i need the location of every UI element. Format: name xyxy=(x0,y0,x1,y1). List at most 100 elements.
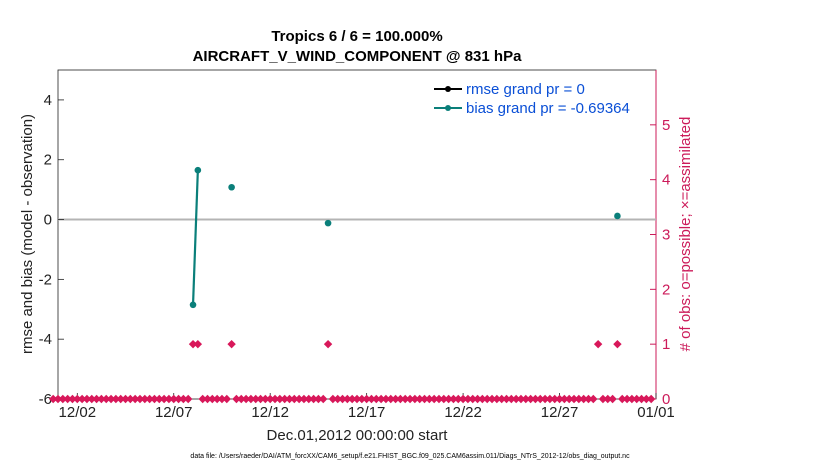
obs-count-point xyxy=(174,394,183,404)
obs-count-point xyxy=(516,394,526,404)
obs-count-point xyxy=(574,394,584,404)
obs-count-point xyxy=(483,394,492,404)
legend-bias-text: bias grand pr = -0.69364 xyxy=(466,100,630,117)
obs-count-point xyxy=(458,394,468,404)
y-axis-label: rmse and bias (model - observation) xyxy=(19,114,36,354)
obs-count-point xyxy=(343,394,352,404)
obs-count-point xyxy=(372,394,381,404)
obs-count-point xyxy=(463,394,473,404)
legend-bias-marker xyxy=(445,105,451,111)
obs-count-point xyxy=(203,394,212,404)
obs-count-point xyxy=(222,394,231,404)
obs-count-point xyxy=(632,394,641,404)
obs-count-point xyxy=(497,394,506,404)
obs-count-point xyxy=(589,394,598,404)
obs-count-point xyxy=(608,394,617,404)
chart-title: Tropics 6 / 6 = 100.000% xyxy=(271,28,442,45)
obs-count-point xyxy=(328,394,338,404)
obs-count-point xyxy=(135,394,145,404)
right-axis-label: # of obs: o=possible; ×=assimilated xyxy=(677,117,694,352)
y-tick-label: 0 xyxy=(44,212,52,229)
obs-count-point xyxy=(362,394,371,404)
obs-count-point xyxy=(87,394,96,404)
obs-count-point xyxy=(227,339,236,349)
obs-count-point xyxy=(121,394,130,404)
obs-count-point xyxy=(405,394,415,404)
obs-count-point xyxy=(251,394,260,404)
obs-count-point xyxy=(304,394,313,404)
obs-count-point xyxy=(116,394,125,404)
obs-count-point xyxy=(217,394,227,404)
obs-count-point xyxy=(449,394,458,404)
legend: rmse grand pr = 0 bias grand pr = -0.693… xyxy=(434,81,630,117)
obs-count-point xyxy=(352,394,362,404)
obs-count-point xyxy=(237,394,246,404)
obs-count-point xyxy=(246,394,256,404)
obs-count-point xyxy=(92,394,101,404)
obs-count-point xyxy=(188,339,198,349)
bias-line xyxy=(191,170,199,305)
obs-count-point xyxy=(429,394,439,404)
obs-count-point xyxy=(396,394,405,404)
obs-count-point xyxy=(618,394,627,404)
x-tick-label: 01/01 xyxy=(637,404,675,421)
obs-count-point xyxy=(376,394,386,404)
obs-count-point xyxy=(444,394,453,404)
obs-count-point xyxy=(454,394,463,404)
obs-count-point xyxy=(169,394,178,404)
obs-count-point xyxy=(367,394,376,404)
obs-count-point xyxy=(531,394,540,404)
y-axis-ticks: -6 -4 -2 0 2 4 xyxy=(39,92,64,408)
chart-subtitle: AIRCRAFT_V_WIND_COMPONENT @ 831 hPa xyxy=(193,48,523,65)
obs-count-point xyxy=(48,394,58,404)
obs-count-point xyxy=(280,394,289,404)
obs-count-point xyxy=(208,394,217,404)
obs-count-point xyxy=(646,394,656,404)
y-tick-label: -6 xyxy=(39,391,52,408)
obs-count-point xyxy=(627,394,637,404)
obs-count-point xyxy=(164,394,174,404)
right-tick-label: 5 xyxy=(662,117,670,134)
obs-count-point xyxy=(386,394,395,404)
obs-count-point xyxy=(569,394,579,404)
obs-count-point xyxy=(232,394,241,404)
obs-count-point xyxy=(333,394,342,404)
obs-count-point xyxy=(97,394,106,404)
obs-count-point xyxy=(309,394,318,404)
obs-count-point xyxy=(622,394,632,404)
bias-point xyxy=(614,212,621,220)
obs-count-point xyxy=(193,339,203,349)
y-tick-label: 2 xyxy=(44,152,52,169)
obs-count-point xyxy=(536,394,545,404)
right-tick-label: 2 xyxy=(662,281,670,298)
obs-count-point xyxy=(642,394,651,404)
obs-count-point xyxy=(319,394,328,404)
obs-count-point xyxy=(73,394,82,404)
obs-count-point xyxy=(285,394,294,404)
obs-count-point xyxy=(323,339,333,349)
obs-count-point xyxy=(261,394,270,404)
plot-area xyxy=(57,69,657,400)
x-tick-label: 12/22 xyxy=(444,404,482,421)
obs-count-point xyxy=(150,394,159,404)
obs-count-point xyxy=(511,394,521,404)
legend-rmse-marker xyxy=(445,86,451,92)
obs-count-point xyxy=(179,394,188,404)
right-tick-label: 4 xyxy=(662,172,670,189)
right-tick-label: 0 xyxy=(662,391,670,408)
obs-count-point xyxy=(434,394,444,404)
obs-count-point xyxy=(468,394,477,404)
bias-point xyxy=(324,219,332,227)
right-tick-label: 3 xyxy=(662,227,670,244)
obs-count-point xyxy=(290,394,299,404)
obs-count-point xyxy=(184,394,193,404)
y-tick-label: 4 xyxy=(44,92,52,109)
plot-frame xyxy=(57,69,657,400)
obs-count-point xyxy=(560,394,569,404)
obs-count-point xyxy=(159,394,169,404)
obs-count-point xyxy=(140,394,150,404)
obs-count-point xyxy=(145,394,154,404)
obs-count-point xyxy=(593,339,603,349)
obs-count-point xyxy=(77,394,87,404)
